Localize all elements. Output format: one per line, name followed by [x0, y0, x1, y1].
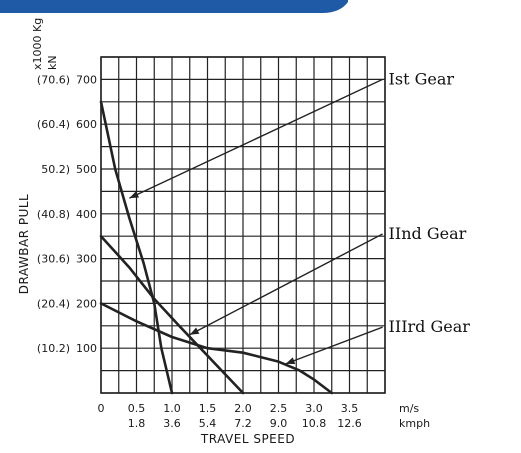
- y-tick-label: 100: [76, 342, 97, 355]
- leader-line: [129, 78, 383, 199]
- x-tick-kmph-label: 9.0: [270, 417, 288, 430]
- x-tick-kmph-label: 5.4: [199, 417, 217, 430]
- y-tick-label: 600: [76, 118, 97, 131]
- x-unit-ms: m/s: [399, 402, 419, 415]
- x-unit-kmph: kmph: [399, 417, 430, 430]
- y-tick-kg-label: (10.2): [37, 342, 70, 355]
- x-axis-title: TRAVEL SPEED: [200, 432, 295, 446]
- x-tick-label: 2.5: [270, 402, 288, 415]
- y-axis-title: DRAWBAR PULL: [17, 194, 31, 295]
- gear-label: IInd Gear: [389, 224, 467, 243]
- x-tick-label: 1.5: [199, 402, 217, 415]
- y-tick-kg-label: (70.6): [37, 73, 70, 86]
- y-tick-kg-label: (40.8): [37, 208, 70, 221]
- x-tick-label: 0: [98, 402, 105, 415]
- x-tick-label: 2.0: [234, 402, 252, 415]
- y-tick-label: 500: [76, 163, 97, 176]
- tick-labels: 0 0.5 1.8 1.0 3.6 1.5 5.4 2.0 7.2 2.5 9.0 3.0 10.8 3.…: [37, 73, 362, 430]
- gear-curve: [99, 100, 174, 395]
- leader-line: [189, 233, 383, 336]
- leader-line: [285, 326, 383, 365]
- y-unit-kn: kN: [46, 55, 59, 70]
- x-tick-kmph-label: 12.6: [337, 417, 362, 430]
- y-tick-kg-label: (30.6): [37, 253, 70, 266]
- leader-arrowhead: [189, 327, 200, 335]
- x-tick-label: 3.5: [341, 402, 359, 415]
- x-tick-kmph-label: 3.6: [163, 417, 181, 430]
- x-tick-kmph-label: 10.8: [302, 417, 327, 430]
- leader-arrowhead: [285, 357, 296, 364]
- header-banner: [0, 0, 348, 13]
- gear-label: IIIrd Gear: [389, 317, 471, 336]
- gear-curves: [99, 100, 334, 395]
- y-tick-label: 300: [76, 253, 97, 266]
- x-tick-label: 0.5: [128, 402, 146, 415]
- leader-arrowhead: [129, 191, 140, 199]
- y-unit-kg: x1000 Kg: [31, 18, 44, 70]
- x-tick-kmph-label: 7.2: [234, 417, 252, 430]
- y-tick-label: 400: [76, 208, 97, 221]
- gear-labels: Ist Gear IInd Gear IIIrd Gear: [129, 69, 471, 365]
- y-tick-kg-label: (60.4): [37, 118, 70, 131]
- x-tick-kmph-label: 1.8: [128, 417, 146, 430]
- y-tick-label: 200: [76, 297, 97, 310]
- gear-curve: [99, 234, 245, 395]
- y-tick-label: 700: [76, 73, 97, 86]
- gear-label: Ist Gear: [389, 69, 455, 88]
- y-tick-kg-label: (20.4): [37, 297, 70, 310]
- gear-curve: [99, 302, 334, 395]
- x-tick-label: 1.0: [163, 402, 181, 415]
- y-tick-kg-label: 50.2): [41, 163, 70, 176]
- x-tick-label: 3.0: [305, 402, 323, 415]
